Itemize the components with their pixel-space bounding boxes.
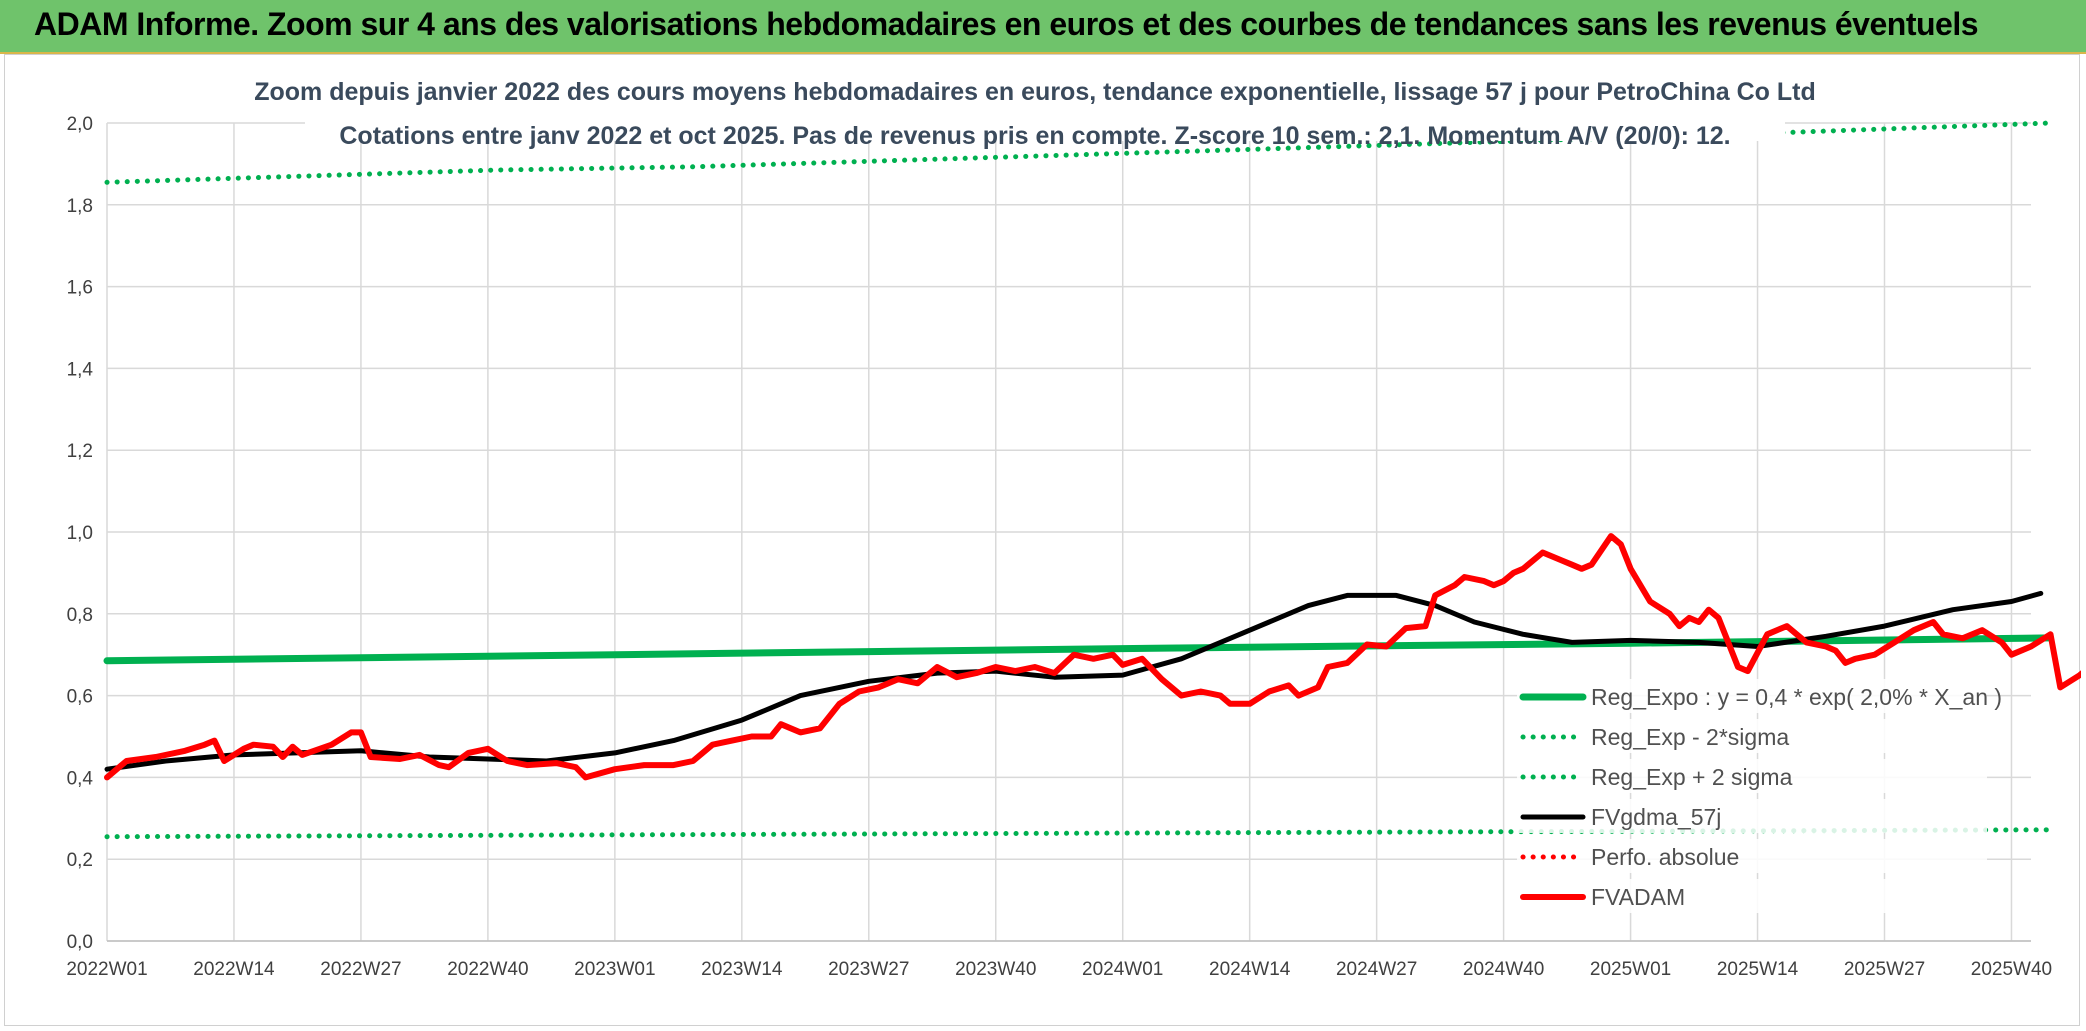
legend-label: Reg_Exp - 2*sigma <box>1591 724 1789 750</box>
x-tick-label: 2025W01 <box>1590 959 1671 980</box>
y-tick-label: 1,2 <box>67 441 93 462</box>
y-tick-label: 1,4 <box>67 359 94 380</box>
legend-label: FVADAM <box>1591 884 1685 910</box>
x-tick-label: 2022W27 <box>320 959 401 980</box>
y-tick-label: 0,0 <box>67 932 93 953</box>
y-tick-label: 0,6 <box>67 687 93 708</box>
banner-title: ADAM Informe. Zoom sur 4 ans des valoris… <box>34 6 1979 42</box>
legend-label: Reg_Expo : y = 0,4 * exp( 2,0% * X_an ) <box>1591 684 2002 710</box>
legend-label: FVgdma_57j <box>1591 804 1721 830</box>
legend-item-bg <box>1517 759 1987 793</box>
x-tick-label: 2024W01 <box>1082 959 1163 980</box>
x-tick-label: 2025W27 <box>1844 959 1925 980</box>
x-tick-label: 2022W01 <box>66 959 147 980</box>
y-tick-label: 0,2 <box>67 850 93 871</box>
series-line-5 <box>104 533 2081 781</box>
series-layer <box>103 120 2081 840</box>
series-line-2 <box>104 120 2053 185</box>
legend-item-bg <box>1517 679 1987 713</box>
legend: Reg_Expo : y = 0,4 * exp( 2,0% * X_an ) R… <box>1517 679 2002 913</box>
x-tick-label: 2023W27 <box>828 959 909 980</box>
y-tick-label: 1,0 <box>67 523 93 544</box>
x-tick-label: 2022W14 <box>193 959 275 980</box>
y-tick-label: 0,8 <box>67 605 93 626</box>
y-tick-label: 2,0 <box>67 114 93 135</box>
legend-item-bg <box>1517 799 1987 833</box>
x-tick-label: 2023W14 <box>701 959 783 980</box>
x-tick-label: 2025W40 <box>1971 959 2052 980</box>
legend-item-bg <box>1517 879 1987 913</box>
x-tick-label: 2024W14 <box>1209 959 1291 980</box>
x-tick-label: 2023W01 <box>574 959 655 980</box>
title-backdrop <box>305 63 1785 141</box>
chart-svg: 0,0 0,2 0,4 0,6 0,8 1,0 1,2 1,4 1,6 1,8 2,0 2022W01… <box>66 63 2081 980</box>
chart-title-line2: Cotations entre janv 2022 et oct 2025. P… <box>339 122 1730 150</box>
x-tick-label: 2024W27 <box>1336 959 1417 980</box>
y-tick-label: 1,6 <box>67 278 93 299</box>
x-tick-label: 2023W40 <box>955 959 1036 980</box>
y-tick-label: 0,4 <box>67 768 94 789</box>
x-tick-label: 2022W40 <box>447 959 528 980</box>
legend-item-bg <box>1517 839 1987 873</box>
legend-label: Perfo. absolue <box>1591 844 1739 870</box>
x-tick-label: 2025W14 <box>1717 959 1799 980</box>
axis-layer: 0,0 0,2 0,4 0,6 0,8 1,0 1,2 1,4 1,6 1,8 2,0 2022W01… <box>66 114 2052 980</box>
series-line-1 <box>104 827 2053 840</box>
x-tick-label: 2024W40 <box>1463 959 1544 980</box>
series-line-0 <box>103 634 2054 665</box>
y-tick-label: 1,8 <box>67 196 93 217</box>
header-banner: ADAM Informe. Zoom sur 4 ans des valoris… <box>0 0 2086 54</box>
legend-item-bg <box>1517 719 1987 753</box>
chart-frame: 0,0 0,2 0,4 0,6 0,8 1,0 1,2 1,4 1,6 1,8 2,0 2022W01… <box>4 54 2081 1026</box>
legend-label: Reg_Exp + 2 sigma <box>1591 764 1793 790</box>
chart-title-line1: Zoom depuis janvier 2022 des cours moyen… <box>254 78 1816 106</box>
